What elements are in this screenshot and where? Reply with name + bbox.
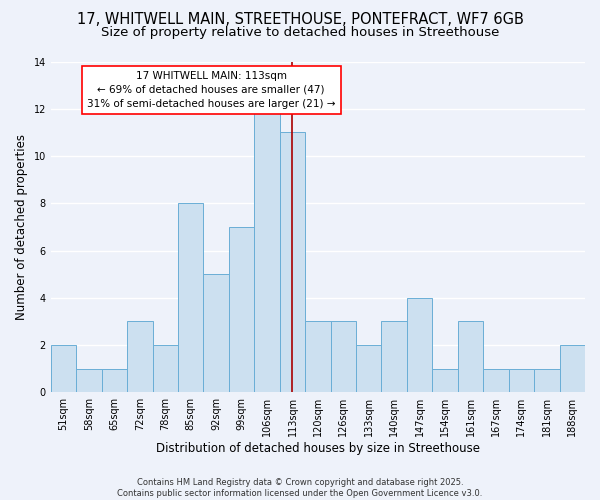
Bar xyxy=(407,298,433,392)
Bar xyxy=(178,204,203,392)
Bar xyxy=(509,368,534,392)
Bar xyxy=(382,322,407,392)
Bar xyxy=(356,345,382,393)
Bar xyxy=(458,322,483,392)
Bar xyxy=(534,368,560,392)
Bar xyxy=(305,322,331,392)
Bar xyxy=(331,322,356,392)
Bar xyxy=(229,227,254,392)
Text: 17, WHITWELL MAIN, STREETHOUSE, PONTEFRACT, WF7 6GB: 17, WHITWELL MAIN, STREETHOUSE, PONTEFRA… xyxy=(77,12,523,28)
Text: 17 WHITWELL MAIN: 113sqm
← 69% of detached houses are smaller (47)
31% of semi-d: 17 WHITWELL MAIN: 113sqm ← 69% of detach… xyxy=(87,71,335,109)
Bar xyxy=(203,274,229,392)
Bar xyxy=(483,368,509,392)
Bar xyxy=(433,368,458,392)
Y-axis label: Number of detached properties: Number of detached properties xyxy=(15,134,28,320)
Bar xyxy=(280,132,305,392)
Bar xyxy=(560,345,585,393)
Bar xyxy=(127,322,152,392)
Bar xyxy=(51,345,76,393)
Bar xyxy=(101,368,127,392)
Bar xyxy=(152,345,178,393)
Bar xyxy=(254,109,280,393)
Text: Contains HM Land Registry data © Crown copyright and database right 2025.
Contai: Contains HM Land Registry data © Crown c… xyxy=(118,478,482,498)
Bar xyxy=(76,368,101,392)
X-axis label: Distribution of detached houses by size in Streethouse: Distribution of detached houses by size … xyxy=(156,442,480,455)
Text: Size of property relative to detached houses in Streethouse: Size of property relative to detached ho… xyxy=(101,26,499,39)
